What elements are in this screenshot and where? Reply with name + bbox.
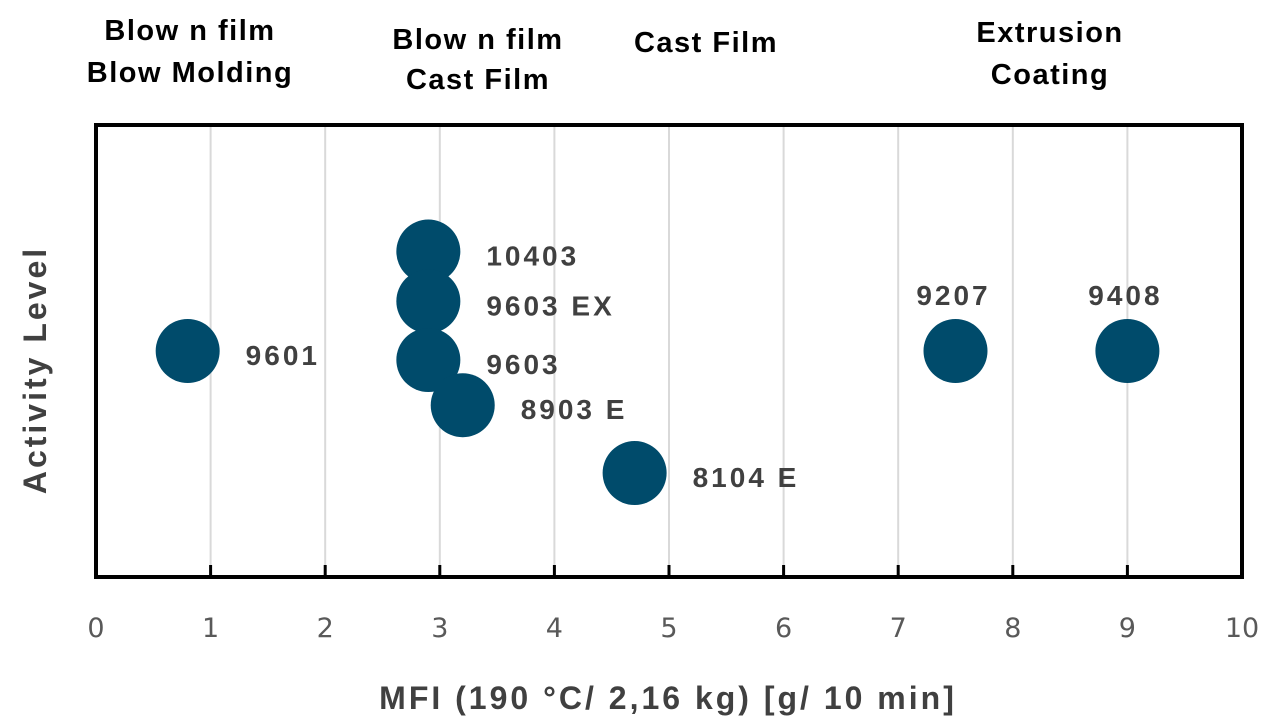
x-tick-label-3: 3 bbox=[431, 613, 448, 644]
gridlines bbox=[209, 125, 1129, 577]
data-point-1 bbox=[396, 219, 461, 284]
data-point-label-6: 9207 bbox=[916, 280, 990, 311]
data-point-label-7: 9408 bbox=[1088, 280, 1162, 311]
x-tick-label-6: 6 bbox=[775, 613, 792, 644]
x-axis-title: MFI (190 °C/ 2,16 kg) [g/ 10 min] bbox=[379, 680, 957, 716]
x-tick-label-2: 2 bbox=[317, 613, 334, 644]
x-axis-tick-labels: 0 1 2 3 4 5 6 7 8 9 10 bbox=[87, 613, 1259, 644]
data-point-label-5: 8104 E bbox=[693, 462, 800, 493]
category-label-1-line2: Blow Molding bbox=[87, 57, 293, 89]
data-point-label-1: 10403 bbox=[486, 241, 579, 272]
x-axis-ticks bbox=[209, 565, 1129, 577]
x-tick-label-8: 8 bbox=[1004, 613, 1021, 644]
category-label-2-line1: Blow n film bbox=[392, 24, 563, 56]
data-points bbox=[155, 219, 1160, 506]
data-point-7 bbox=[1095, 319, 1160, 383]
category-label-1-line1: Blow n film bbox=[104, 15, 275, 47]
data-point-3 bbox=[396, 328, 461, 393]
x-tick-label-1: 1 bbox=[202, 613, 219, 644]
data-point-label-3: 9603 bbox=[486, 349, 560, 380]
x-tick-label-4: 4 bbox=[546, 613, 563, 644]
x-tick-label-10: 10 bbox=[1225, 613, 1259, 644]
x-tick-label-7: 7 bbox=[890, 613, 907, 644]
x-tick-label-0: 0 bbox=[87, 613, 104, 644]
data-point-0 bbox=[155, 319, 220, 383]
y-axis-title: Activity Level bbox=[17, 246, 53, 494]
data-point-5 bbox=[602, 441, 667, 506]
category-label-3-line1: Cast Film bbox=[634, 27, 778, 59]
category-label-4-line1: Extrusion bbox=[976, 17, 1123, 49]
data-point-4 bbox=[430, 373, 495, 438]
data-point-label-2: 9603 EX bbox=[486, 290, 614, 321]
data-point-label-0: 9601 bbox=[246, 340, 320, 371]
category-labels: Blow n film Blow Molding Blow n film Cas… bbox=[87, 15, 1123, 96]
category-label-4-line2: Coating bbox=[991, 59, 1109, 91]
x-tick-label-5: 5 bbox=[660, 613, 677, 644]
data-point-labels: 9601 10403 9603 EX 9603 8903 E 8104 E 9207 9408 bbox=[246, 241, 1162, 493]
data-point-label-4: 8903 E bbox=[521, 394, 628, 425]
x-tick-label-9: 9 bbox=[1119, 613, 1136, 644]
data-point-6 bbox=[923, 319, 988, 383]
data-point-2 bbox=[396, 269, 461, 334]
category-label-2-line2: Cast Film bbox=[406, 64, 550, 96]
